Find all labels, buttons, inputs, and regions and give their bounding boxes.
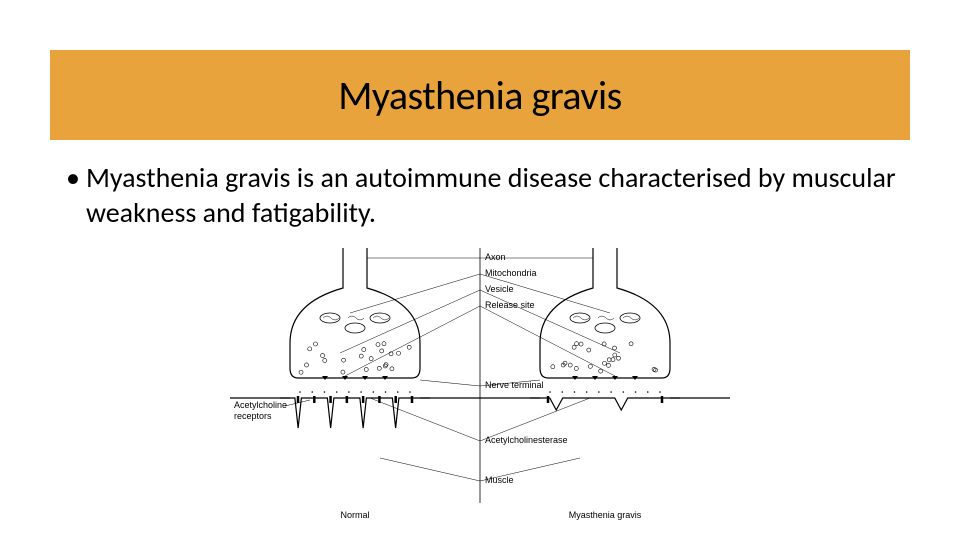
body-text-block: • Myasthenia gravis is an autoimmune dis… — [60, 160, 900, 230]
title-band: Myasthenia gravis — [50, 50, 910, 140]
bullet-item: • Myasthenia gravis is an autoimmune dis… — [60, 160, 900, 230]
svg-text:Myasthenia gravis: Myasthenia gravis — [569, 510, 642, 520]
bullet-text: Myasthenia gravis is an autoimmune disea… — [86, 160, 900, 230]
slide-title: Myasthenia gravis — [338, 71, 622, 120]
svg-text:Release site: Release site — [485, 300, 535, 310]
svg-text:Acetylcholinereceptors: Acetylcholinereceptors — [234, 400, 287, 421]
svg-text:Nerve terminal: Nerve terminal — [485, 380, 544, 390]
svg-text:Axon: Axon — [485, 252, 506, 262]
svg-text:Mitochondria: Mitochondria — [485, 268, 537, 278]
svg-text:Muscle: Muscle — [485, 475, 514, 485]
svg-text:Normal: Normal — [340, 510, 369, 520]
nmj-diagram: Axon Mitochondria Vesicle Release site Nerve… — [230, 248, 730, 528]
svg-text:Acetylcholinesterase: Acetylcholinesterase — [485, 435, 568, 445]
diagram-svg: Axon Mitochondria Vesicle Release site Nerve… — [230, 248, 730, 528]
bullet-char: • — [66, 160, 80, 195]
svg-text:Vesicle: Vesicle — [485, 284, 514, 294]
